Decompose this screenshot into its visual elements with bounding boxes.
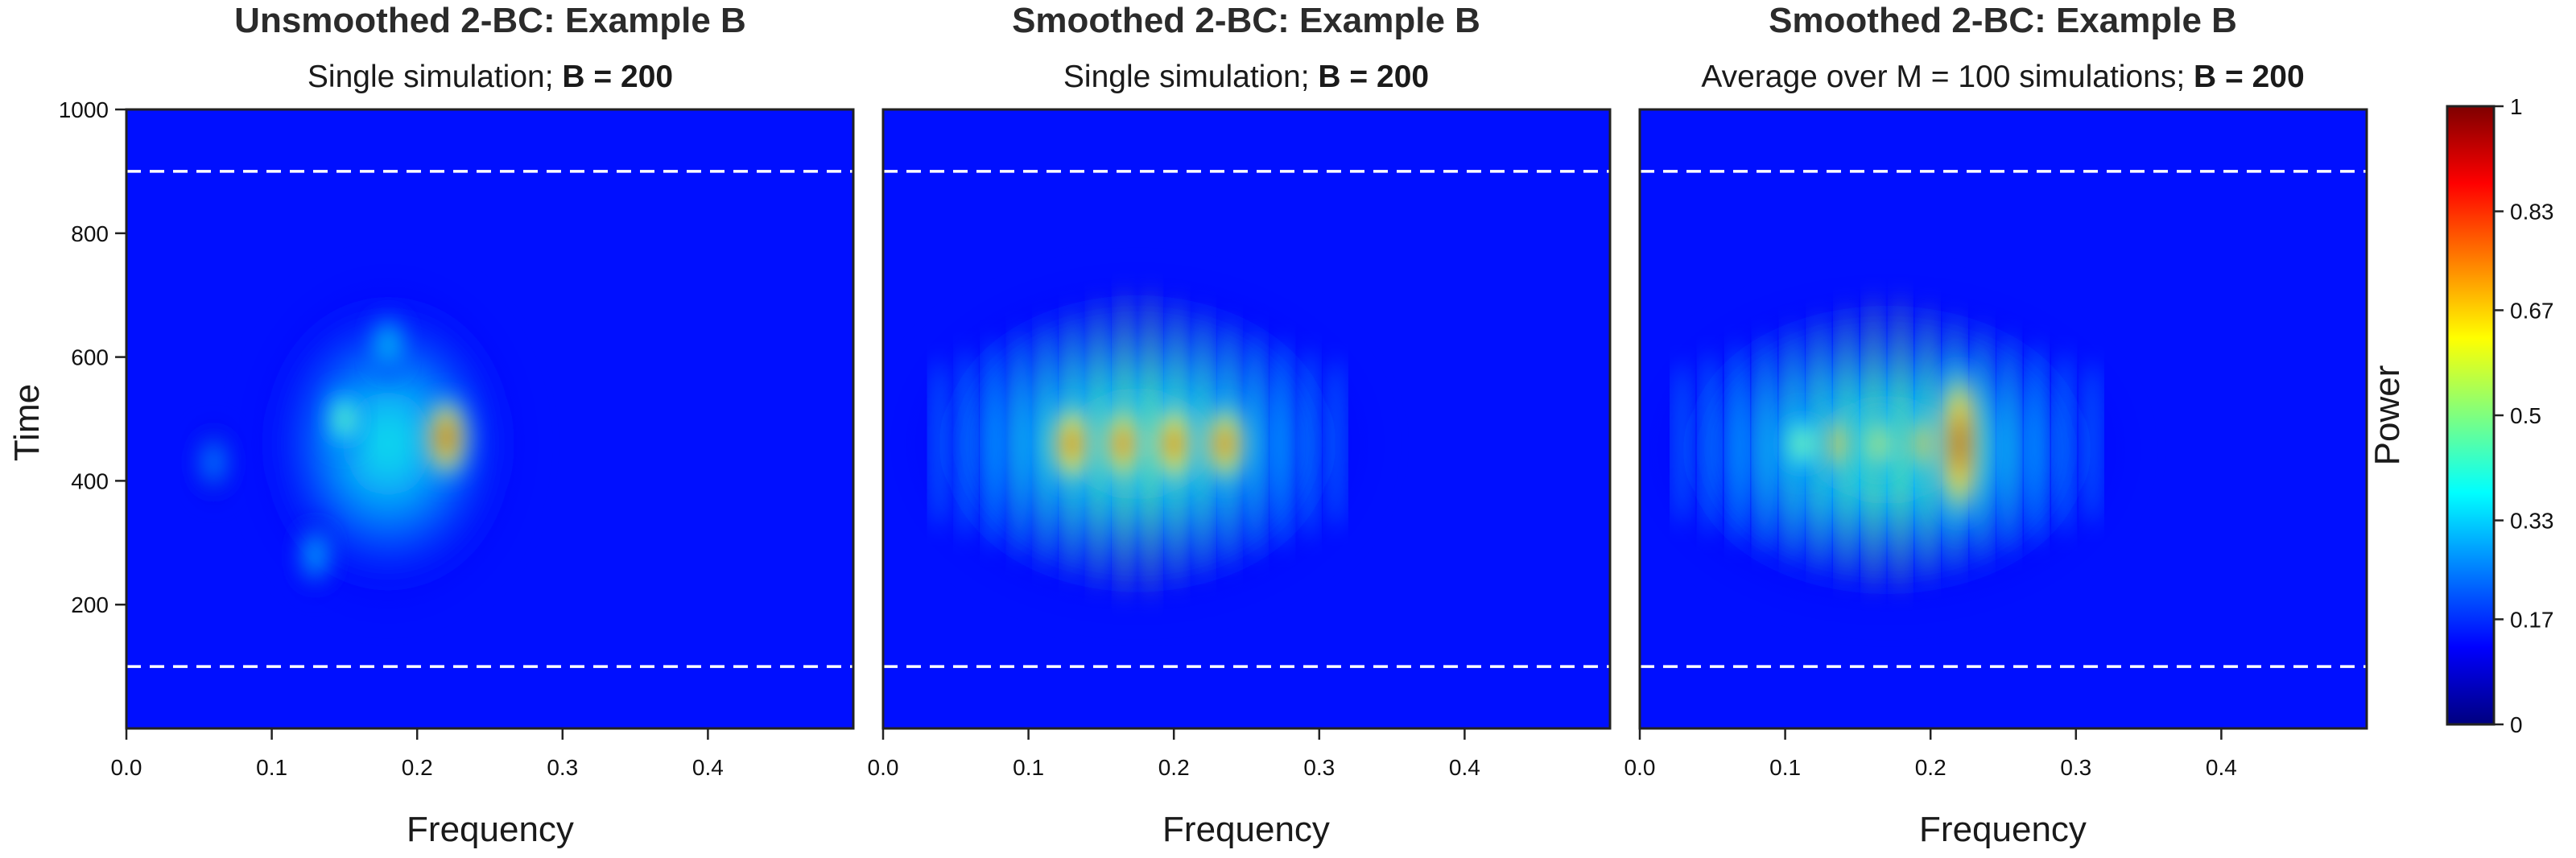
spectral-band xyxy=(1701,352,1718,536)
x-tick-label: 0.2 xyxy=(1158,755,1190,780)
spectral-band xyxy=(1728,342,1745,546)
panel-title: Smoothed 2-BC: Example B xyxy=(1012,1,1480,40)
spectral-band xyxy=(2056,352,2073,536)
heatmap-plot: 0.0 0.1 0.2 0.3 0.4 xyxy=(1624,108,2368,780)
x-tick-label: 0.0 xyxy=(868,755,899,780)
plot-frame xyxy=(881,108,1612,730)
panel-title: Unsmoothed 2-BC: Example B xyxy=(234,1,746,40)
panel-subtitle: Single simulation; B = 200 xyxy=(308,60,673,94)
x-axis-label: Frequency xyxy=(407,810,574,849)
spectral-band xyxy=(1674,361,1691,526)
power-peak xyxy=(294,514,336,596)
plot-frame xyxy=(1638,108,2368,730)
power-peak xyxy=(1858,403,1901,485)
x-tick-label: 0.4 xyxy=(1449,755,1480,780)
colorbar-tick-label: 1 xyxy=(2510,94,2523,119)
x-tick-label: 0.2 xyxy=(1915,755,1946,780)
power-peak xyxy=(1932,347,1988,541)
heatmap-field xyxy=(883,109,1610,728)
x-tick-label: 0.0 xyxy=(1624,755,1656,780)
power-peak xyxy=(1814,403,1857,485)
y-ticks: 200 400 600 800 1000 xyxy=(59,97,126,617)
spectral-band xyxy=(1248,328,1265,559)
panel-smoothed-single: Smoothed 2-BC: Example B Single simulati… xyxy=(868,1,1612,849)
power-peak xyxy=(1146,394,1202,494)
x-tick-label: 0.4 xyxy=(2206,755,2237,780)
power-peak xyxy=(419,387,474,488)
panel-subtitle-bold: B = 200 xyxy=(562,60,673,94)
y-tick-label: 600 xyxy=(71,345,109,370)
x-tick-label: 0.1 xyxy=(256,755,287,780)
x-tick-label: 0.2 xyxy=(402,755,433,780)
panel-subtitle-text: Average over M = 100 simulations; xyxy=(1701,60,2194,94)
spectral-band xyxy=(958,348,975,539)
power-peak xyxy=(1781,403,1824,485)
panel-subtitle-text: Single simulation; xyxy=(1063,60,1319,94)
panel-title: Smoothed 2-BC: Example B xyxy=(1769,1,2237,40)
colorbar-tick-label: 0.17 xyxy=(2510,607,2554,632)
spectral-band xyxy=(985,338,1001,550)
plot-frame xyxy=(125,108,855,730)
power-peak xyxy=(1044,394,1100,494)
spectral-band xyxy=(2001,332,2018,555)
power-peak xyxy=(1095,394,1150,494)
panel-subtitle: Single simulation; B = 200 xyxy=(1063,60,1429,94)
panel-subtitle-text: Single simulation; xyxy=(308,60,563,94)
x-tick-label: 0.3 xyxy=(547,755,578,780)
y-tick-label: 1000 xyxy=(59,97,109,122)
spectral-band xyxy=(1327,358,1344,530)
colorbar-tick-label: 0.67 xyxy=(2510,298,2554,323)
x-axis-label: Frequency xyxy=(1919,810,2087,849)
x-tick-label: 0.1 xyxy=(1013,755,1044,780)
colorbar-tick-label: 0 xyxy=(2510,712,2523,737)
heatmap-field xyxy=(126,109,853,728)
colorbar-tick-label: 0.5 xyxy=(2510,403,2541,428)
spectral-band xyxy=(1274,338,1291,550)
panel-subtitle-bold: B = 200 xyxy=(1318,60,1429,94)
colorbar-tick-label: 0.83 xyxy=(2510,200,2554,225)
power-peak xyxy=(323,378,365,460)
colorbar-label: Power xyxy=(2368,365,2407,466)
spectral-band xyxy=(1010,328,1027,559)
spectral-band xyxy=(1756,332,1773,555)
x-tick-label: 0.4 xyxy=(692,755,724,780)
x-tick-label: 0.1 xyxy=(1769,755,1801,780)
panel-subtitle: Average over M = 100 simulations; B = 20… xyxy=(1701,60,2304,94)
spectral-band xyxy=(2083,361,2099,526)
x-tick-label: 0.0 xyxy=(111,755,142,780)
panel-unsmoothed: Unsmoothed 2-BC: Example B Single simula… xyxy=(111,1,855,849)
power-peak xyxy=(367,304,410,386)
power-peak xyxy=(1197,394,1253,494)
x-tick-label: 0.3 xyxy=(1303,755,1335,780)
colorbar-gradient xyxy=(2447,106,2494,724)
colorbar-tick-label: 0.33 xyxy=(2510,509,2554,534)
colorbar-ticks: 0 0.17 0.33 0.5 0.67 0.83 1 xyxy=(2494,94,2554,737)
heatmap-plot: 0.0 0.1 0.2 0.3 0.4 xyxy=(868,108,1612,780)
colorbar: 0 0.17 0.33 0.5 0.67 0.83 1 Power xyxy=(2368,94,2554,737)
heatmap-plot: 0.0 0.1 0.2 0.3 0.4 xyxy=(111,108,855,780)
y-tick-label: 200 xyxy=(71,592,109,617)
panel-subtitle-bold: B = 200 xyxy=(2194,60,2305,94)
y-axis-label: Time xyxy=(7,384,47,461)
x-tick-label: 0.3 xyxy=(2060,755,2091,780)
spectral-band xyxy=(1300,348,1317,539)
y-tick-label: 400 xyxy=(71,468,109,493)
y-tick-label: 800 xyxy=(71,221,109,246)
power-peak xyxy=(192,422,235,503)
heatmap-field xyxy=(1640,109,2367,728)
panel-smoothed-average: Smoothed 2-BC: Example B Average over M … xyxy=(1624,1,2368,849)
x-axis-label: Frequency xyxy=(1162,810,1330,849)
spectral-band xyxy=(931,358,948,530)
spectral-band xyxy=(2029,342,2046,546)
